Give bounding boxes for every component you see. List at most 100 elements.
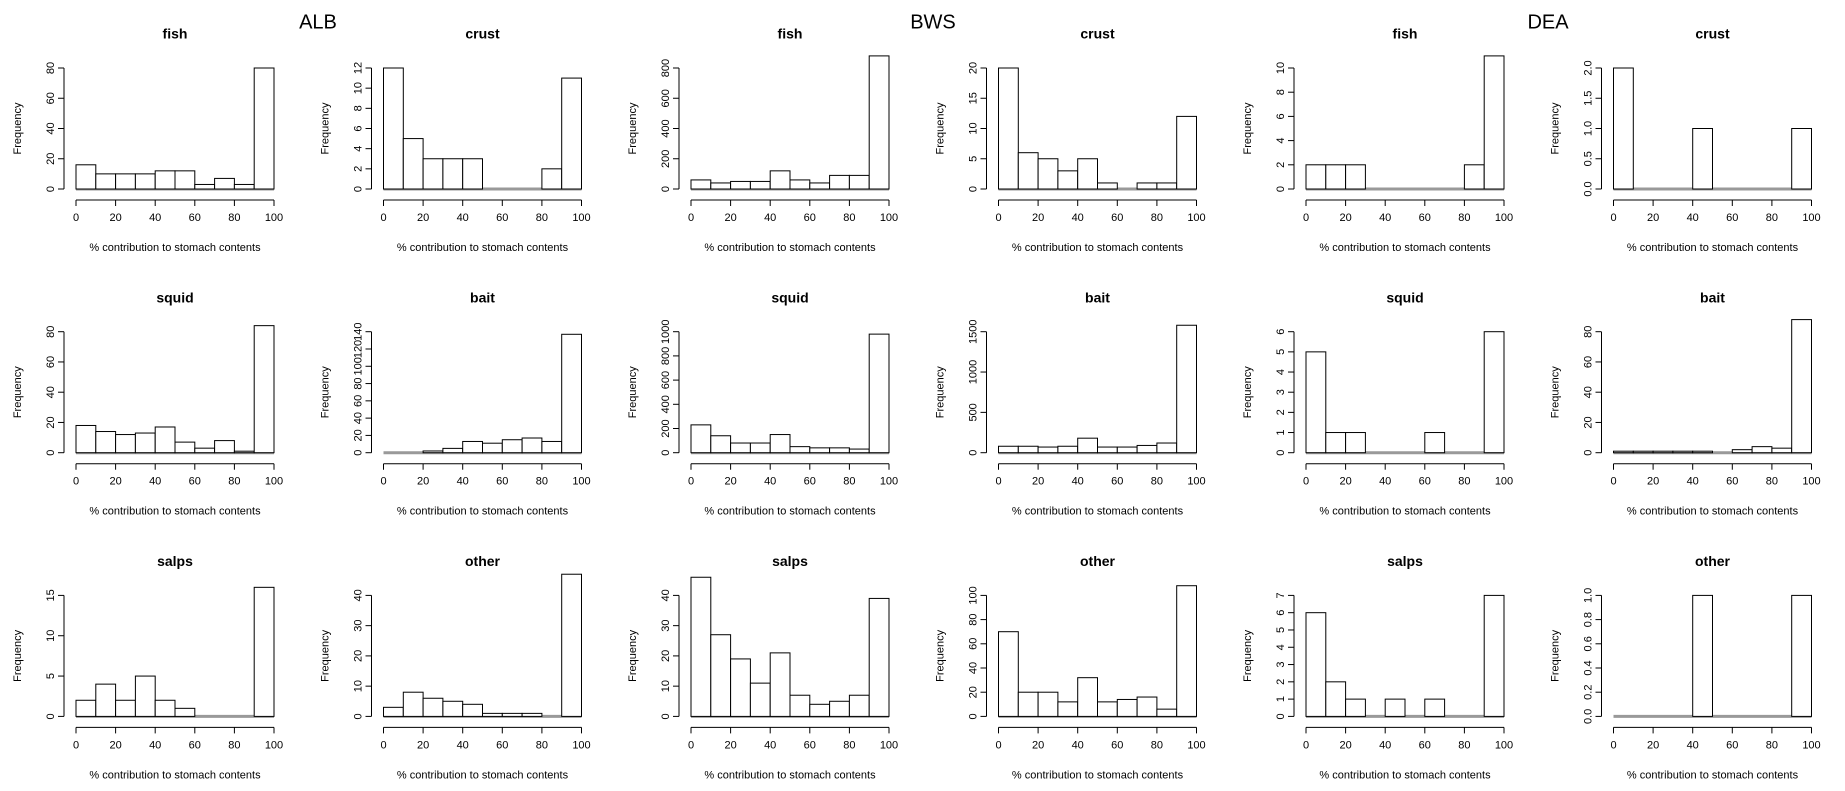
bar xyxy=(1325,432,1347,454)
x-axis-label: % contribution to stomach contents xyxy=(1319,769,1491,781)
bar xyxy=(482,712,503,717)
x-axis-label: % contribution to stomach contents xyxy=(704,242,876,254)
y-axis-label: Frequency xyxy=(12,629,24,681)
y-tick-label: 1000 xyxy=(967,360,979,384)
x-tick-label: 60 xyxy=(189,476,201,488)
x-tick-label: 100 xyxy=(572,739,590,751)
x-tick-label: 20 xyxy=(417,739,429,751)
x-tick-label: 80 xyxy=(228,212,240,224)
x-tick-label: 60 xyxy=(1111,476,1123,488)
y-tick-label: 20 xyxy=(45,153,57,165)
bar xyxy=(868,55,890,190)
chart-title: squid xyxy=(156,289,193,305)
y-tick-label: 1.5 xyxy=(1582,91,1594,106)
y-tick-label: 0 xyxy=(45,713,57,719)
bar xyxy=(730,658,751,717)
chart-title: salps xyxy=(1387,553,1423,569)
x-tick-label: 40 xyxy=(457,476,469,488)
bar xyxy=(710,634,732,717)
y-tick-label: 0 xyxy=(1275,186,1287,192)
bar xyxy=(521,437,543,454)
y-tick-label: 10 xyxy=(352,82,364,94)
y-tick-label: 0 xyxy=(1275,713,1287,719)
bar xyxy=(134,432,156,454)
bar xyxy=(789,179,811,190)
x-tick-label: 100 xyxy=(572,212,590,224)
x-axis-label: % contribution to stomach contents xyxy=(1627,506,1799,518)
y-tick-label: 140 xyxy=(352,323,364,341)
x-tick-label: 80 xyxy=(1458,476,1470,488)
y-tick-label: 0.5 xyxy=(1582,151,1594,166)
y-tick-label: 600 xyxy=(660,89,672,107)
bar xyxy=(1424,432,1446,454)
bar xyxy=(462,158,484,190)
bar xyxy=(561,333,583,454)
y-tick-label: 40 xyxy=(45,386,57,398)
y-tick-label: 1 xyxy=(1275,429,1287,435)
x-tick-label: 100 xyxy=(1802,212,1820,224)
bar xyxy=(383,67,404,190)
y-axis-label: Frequency xyxy=(934,629,946,681)
bar xyxy=(1345,698,1366,717)
bar xyxy=(868,597,890,717)
x-tick-label: 20 xyxy=(1032,476,1044,488)
bar xyxy=(174,441,196,454)
y-tick-label: 80 xyxy=(1582,326,1594,338)
y-axis-label: Frequency xyxy=(627,102,639,154)
x-tick-label: 100 xyxy=(1187,212,1205,224)
y-axis-label: Frequency xyxy=(1549,629,1561,681)
bar xyxy=(868,333,890,454)
bar xyxy=(1463,164,1485,190)
bar xyxy=(1156,708,1178,717)
y-tick-label: 2.0 xyxy=(1582,60,1594,75)
x-tick-label: 60 xyxy=(1111,739,1123,751)
bar xyxy=(710,435,732,454)
y-axis-label: Frequency xyxy=(12,366,24,418)
bar xyxy=(809,703,831,717)
y-tick-label: 2 xyxy=(1275,409,1287,415)
bar xyxy=(233,450,255,454)
chart-title: other xyxy=(465,553,501,569)
x-axis-label: % contribution to stomach contents xyxy=(704,506,876,518)
x-axis-label: % contribution to stomach contents xyxy=(1319,506,1491,518)
y-tick-label: 60 xyxy=(967,638,979,650)
y-tick-label: 40 xyxy=(352,589,364,601)
y-tick-label: 1.0 xyxy=(1582,121,1594,136)
y-tick-label: 5 xyxy=(1275,627,1287,633)
x-tick-label: 40 xyxy=(764,476,776,488)
bar xyxy=(1384,698,1406,717)
bar xyxy=(1771,447,1793,454)
bar xyxy=(1097,701,1118,717)
bar xyxy=(442,700,464,717)
x-tick-label: 100 xyxy=(572,476,590,488)
bar xyxy=(1791,128,1812,190)
y-tick-label: 0 xyxy=(967,450,979,456)
bar xyxy=(521,712,543,717)
x-tick-label: 0 xyxy=(995,476,1001,488)
y-tick-label: 40 xyxy=(1582,386,1594,398)
y-tick-label: 800 xyxy=(660,347,672,365)
y-tick-label: 500 xyxy=(967,403,979,421)
bar xyxy=(1097,446,1118,454)
y-tick-label: 120 xyxy=(352,340,364,358)
y-tick-label: 0 xyxy=(660,713,672,719)
y-tick-label: 8 xyxy=(1275,89,1287,95)
bar xyxy=(1116,446,1138,454)
x-tick-label: 0 xyxy=(73,739,79,751)
x-tick-label: 40 xyxy=(764,739,776,751)
bar xyxy=(848,448,870,454)
y-tick-label: 1500 xyxy=(967,319,979,343)
y-tick-label: 2 xyxy=(352,166,364,172)
chart-title: crust xyxy=(1695,26,1730,42)
y-tick-label: 600 xyxy=(660,371,672,389)
y-tick-label: 0.4 xyxy=(1582,660,1594,675)
x-tick-label: 40 xyxy=(1072,476,1084,488)
bar xyxy=(1057,170,1079,190)
y-tick-label: 8 xyxy=(352,105,364,111)
x-tick-label: 0 xyxy=(1610,739,1616,751)
x-tick-label: 100 xyxy=(1187,476,1205,488)
y-tick-label: 2 xyxy=(1275,162,1287,168)
bar xyxy=(154,170,176,190)
bar xyxy=(75,699,97,717)
y-tick-label: 10 xyxy=(1275,62,1287,74)
